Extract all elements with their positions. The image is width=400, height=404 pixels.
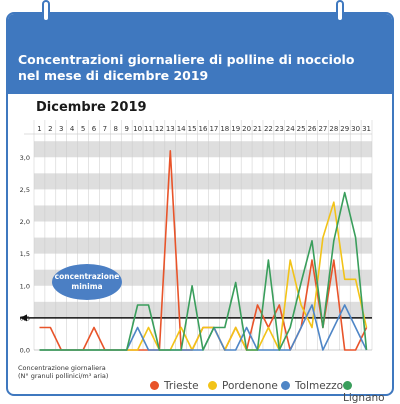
x-tick-label: 25 <box>297 125 306 133</box>
x-tick-label: 30 <box>351 125 360 133</box>
grid-band <box>34 205 372 222</box>
legend-swatch-tolmezzo <box>281 381 290 390</box>
x-tick-label: 4 <box>70 125 75 133</box>
y-axis-caption-line-2: (N° granuli pollinici/m³ aria) <box>18 372 109 380</box>
month-label: Dicembre 2019 <box>36 100 147 115</box>
series-line-lignano <box>39 191 368 351</box>
legend-label-trieste: Trieste <box>164 380 199 392</box>
legend-label-pordenone: Pordenone <box>222 380 278 392</box>
legend-item-tolmezzo: Tolmezzo <box>281 380 343 392</box>
title-line-1: Concentrazioni giornaliere di polline di… <box>18 52 355 67</box>
x-tick-label: 11 <box>144 125 153 133</box>
chart-legend: Trieste Pordenone Tolmezzo Lignano <box>150 380 395 404</box>
grid-band <box>34 173 372 190</box>
grid-band <box>34 141 372 158</box>
legend-label-tolmezzo: Tolmezzo <box>295 380 344 392</box>
x-tick-label: 7 <box>103 125 107 133</box>
legend-swatch-trieste <box>150 381 159 390</box>
y-tick-label: 1,5 <box>20 250 30 258</box>
x-tick-label: 1 <box>37 125 41 133</box>
legend-item-lignano: Lignano <box>343 380 395 404</box>
y-tick-label: 2,5 <box>20 186 30 194</box>
calendar-ring-right <box>336 0 344 22</box>
x-tick-label: 9 <box>124 125 128 133</box>
x-tick-label: 27 <box>318 125 327 133</box>
x-tick-label: 18 <box>220 125 229 133</box>
title-line-2: nel mese di dicembre 2019 <box>18 68 209 83</box>
x-tick-label: 21 <box>253 125 262 133</box>
grid-band <box>34 301 372 318</box>
legend-swatch-lignano <box>343 381 352 390</box>
x-tick-label: 16 <box>199 125 208 133</box>
x-tick-label: 26 <box>308 125 317 133</box>
x-tick-label: 14 <box>177 125 186 133</box>
calendar-ring-left <box>42 0 50 22</box>
card-header <box>8 14 392 94</box>
x-tick-label: 12 <box>155 125 164 133</box>
x-tick-label: 10 <box>133 125 142 133</box>
callout-line-1: concentrazione <box>54 272 120 281</box>
x-tick-label: 6 <box>92 125 97 133</box>
x-tick-label: 15 <box>188 125 197 133</box>
x-tick-label: 28 <box>329 125 338 133</box>
callout-line-2: minima <box>71 282 103 291</box>
x-tick-label: 17 <box>209 125 218 133</box>
grid-band <box>34 237 372 254</box>
y-tick-label: 2,0 <box>20 218 30 226</box>
threshold-arrow <box>20 314 27 322</box>
y-tick-label: 3,0 <box>20 154 30 162</box>
minimum-concentration-callout: concentrazione minima <box>52 264 122 300</box>
x-tick-label: 13 <box>166 125 175 133</box>
x-tick-label: 2 <box>48 125 52 133</box>
legend-label-lignano: Lignano <box>343 392 385 404</box>
y-axis-caption-line-1: Concentrazione giornaliera <box>18 364 106 372</box>
x-tick-label: 20 <box>242 125 251 133</box>
y-axis-caption: Concentrazione giornaliera (N° granuli p… <box>18 364 108 380</box>
x-tick-label: 23 <box>275 125 284 133</box>
x-tick-label: 5 <box>81 125 85 133</box>
y-tick-label: 0,0 <box>20 347 30 355</box>
x-tick-label: 22 <box>264 125 273 133</box>
legend-item-pordenone: Pordenone <box>208 380 278 392</box>
x-tick-label: 31 <box>362 125 371 133</box>
x-tick-label: 24 <box>286 125 295 133</box>
x-tick-label: 8 <box>114 125 118 133</box>
x-tick-label: 19 <box>231 125 240 133</box>
legend-swatch-pordenone <box>208 381 217 390</box>
y-tick-label: 1,0 <box>20 282 30 290</box>
x-tick-label: 3 <box>59 125 63 133</box>
legend-item-trieste: Trieste <box>150 380 199 392</box>
page-title: Concentrazioni giornaliere di polline di… <box>18 52 358 84</box>
x-tick-label: 29 <box>340 125 349 133</box>
